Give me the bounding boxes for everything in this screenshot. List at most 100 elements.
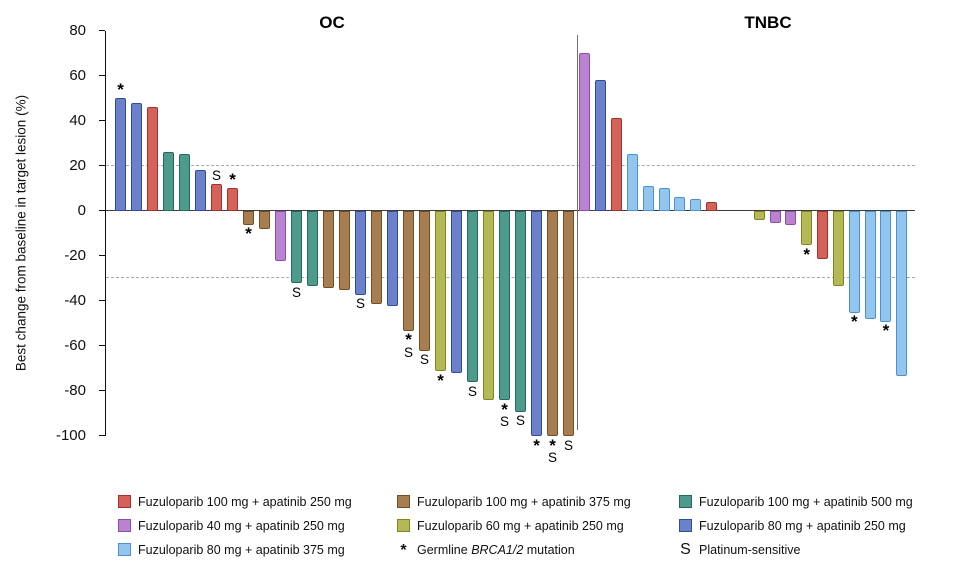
- brca-mutation-mark: *: [549, 435, 556, 455]
- brca-mutation-mark: *: [803, 244, 810, 264]
- y-tick-label: -60: [64, 336, 86, 354]
- y-tick-label: 20: [69, 156, 86, 174]
- bar: [674, 197, 686, 211]
- y-tick-label: -100: [55, 426, 86, 444]
- legend-label: Fuzuloparib 80 mg + apatinib 250 mg: [699, 519, 906, 533]
- bar: [275, 211, 286, 261]
- bar: [864, 211, 876, 320]
- legend-swatch: [397, 519, 410, 532]
- brca-mutation-mark: *: [245, 224, 252, 244]
- legend-swatch: [118, 519, 131, 532]
- bar: [339, 211, 350, 291]
- legend-item: * Germline BRCA1/2 mutation: [397, 542, 575, 559]
- y-tick: [99, 434, 105, 437]
- bar: [323, 211, 334, 288]
- bar: [499, 211, 510, 401]
- y-axis-line: [105, 31, 107, 436]
- platinum-sensitive-mark: S: [403, 344, 413, 360]
- legend-swatch: [679, 519, 692, 532]
- y-tick-label: 80: [69, 21, 86, 39]
- legend-item: Fuzuloparib 100 mg + apatinib 375 mg: [397, 495, 631, 509]
- bar: [307, 211, 318, 286]
- zero-baseline: [106, 209, 915, 212]
- y-tick: [99, 164, 105, 167]
- bar: [227, 188, 238, 211]
- bar: [769, 211, 781, 223]
- y-tick: [99, 254, 105, 257]
- y-tick: [99, 74, 105, 77]
- legend-item: Fuzuloparib 40 mg + apatinib 250 mg: [118, 519, 345, 533]
- bar: [817, 211, 829, 259]
- legend-item: S Platinum-sensitive: [679, 542, 801, 558]
- bar: [195, 170, 206, 211]
- platinum-sensitive-mark: S: [419, 352, 429, 368]
- legend-label: Fuzuloparib 40 mg + apatinib 250 mg: [138, 519, 345, 533]
- bar: [355, 211, 366, 295]
- bar: [451, 211, 462, 374]
- legend-swatch: [118, 543, 131, 556]
- bar: [848, 211, 860, 313]
- bar: [896, 211, 908, 376]
- bar: [595, 80, 607, 211]
- reference-line-20: [106, 164, 915, 166]
- y-axis-label: Best change from baseline in target lesi…: [13, 94, 29, 372]
- bar: [626, 154, 638, 211]
- platinum-sensitive-mark: S: [291, 284, 301, 300]
- bar: [403, 211, 414, 331]
- y-tick-label: 0: [77, 201, 86, 219]
- panel-title-tnbc: TNBC: [744, 13, 792, 32]
- legend-label: Germline BRCA1/2 mutation: [417, 543, 575, 557]
- legend-swatch: [118, 495, 131, 508]
- brca-mark-legend-symbol: *: [400, 542, 407, 559]
- bar: [642, 185, 654, 211]
- panel-title-oc: OC: [319, 13, 345, 32]
- legend-label: Fuzuloparib 80 mg + apatinib 375 mg: [138, 543, 345, 557]
- bar: [483, 211, 494, 401]
- platinum-sensitive-mark: S: [547, 450, 557, 466]
- y-tick-label: 40: [69, 111, 86, 129]
- bar: [115, 98, 126, 211]
- legend-label: Fuzuloparib 100 mg + apatinib 250 mg: [138, 495, 352, 509]
- bar: [243, 211, 254, 225]
- platinum-sensitive-mark: S: [499, 414, 509, 430]
- reference-line--30: [106, 277, 915, 279]
- bar: [291, 211, 302, 284]
- legend-item: Fuzuloparib 80 mg + apatinib 250 mg: [679, 519, 906, 533]
- bar: [163, 152, 174, 211]
- bar: [563, 211, 574, 437]
- y-tick: [99, 209, 105, 212]
- bar: [579, 53, 591, 211]
- bar: [467, 211, 478, 383]
- brca-mutation-mark: *: [850, 312, 858, 332]
- legend-swatch: [397, 495, 410, 508]
- y-tick: [99, 389, 105, 392]
- bar: [387, 211, 398, 306]
- bar: [179, 154, 190, 211]
- brca-mutation-mark: *: [533, 435, 540, 455]
- legend-swatch: [679, 495, 692, 508]
- y-tick-label: -20: [64, 246, 86, 264]
- legend-label: Fuzuloparib 100 mg + apatinib 500 mg: [699, 495, 913, 509]
- brca-mutation-mark: *: [229, 170, 236, 189]
- legend-label: Fuzuloparib 100 mg + apatinib 375 mg: [417, 495, 631, 509]
- platinum-sensitive-mark: S: [515, 413, 525, 429]
- bar: [658, 188, 670, 211]
- bar: [371, 211, 382, 304]
- bar: [259, 211, 270, 230]
- bar: [435, 211, 446, 372]
- bar: [785, 211, 797, 225]
- brca-mutation-mark: *: [437, 370, 444, 390]
- bar: [515, 211, 526, 412]
- brca-mutation-mark: *: [882, 321, 890, 341]
- bar: [690, 199, 702, 211]
- y-tick: [99, 344, 105, 347]
- legend-label: Platinum-sensitive: [699, 543, 801, 557]
- y-tick-label: -40: [64, 291, 86, 309]
- panel-divider: [577, 35, 579, 430]
- platinum-sensitive-mark: S: [211, 167, 221, 183]
- y-tick-label: 60: [69, 66, 86, 84]
- bar: [419, 211, 430, 351]
- legend-item: Fuzuloparib 100 mg + apatinib 500 mg: [679, 495, 913, 509]
- legend-label: Fuzuloparib 60 mg + apatinib 250 mg: [417, 519, 624, 533]
- y-tick-label: -80: [64, 381, 86, 399]
